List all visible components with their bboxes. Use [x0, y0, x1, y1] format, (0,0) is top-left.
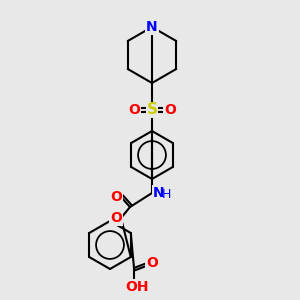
Text: N: N — [153, 186, 165, 200]
Text: O: O — [146, 256, 158, 270]
Text: OH: OH — [125, 280, 149, 294]
Text: O: O — [128, 103, 140, 117]
Text: N: N — [146, 20, 158, 34]
Text: H: H — [161, 188, 171, 200]
Text: S: S — [146, 103, 158, 118]
Text: O: O — [164, 103, 176, 117]
Text: O: O — [110, 190, 122, 204]
Text: O: O — [110, 211, 122, 225]
